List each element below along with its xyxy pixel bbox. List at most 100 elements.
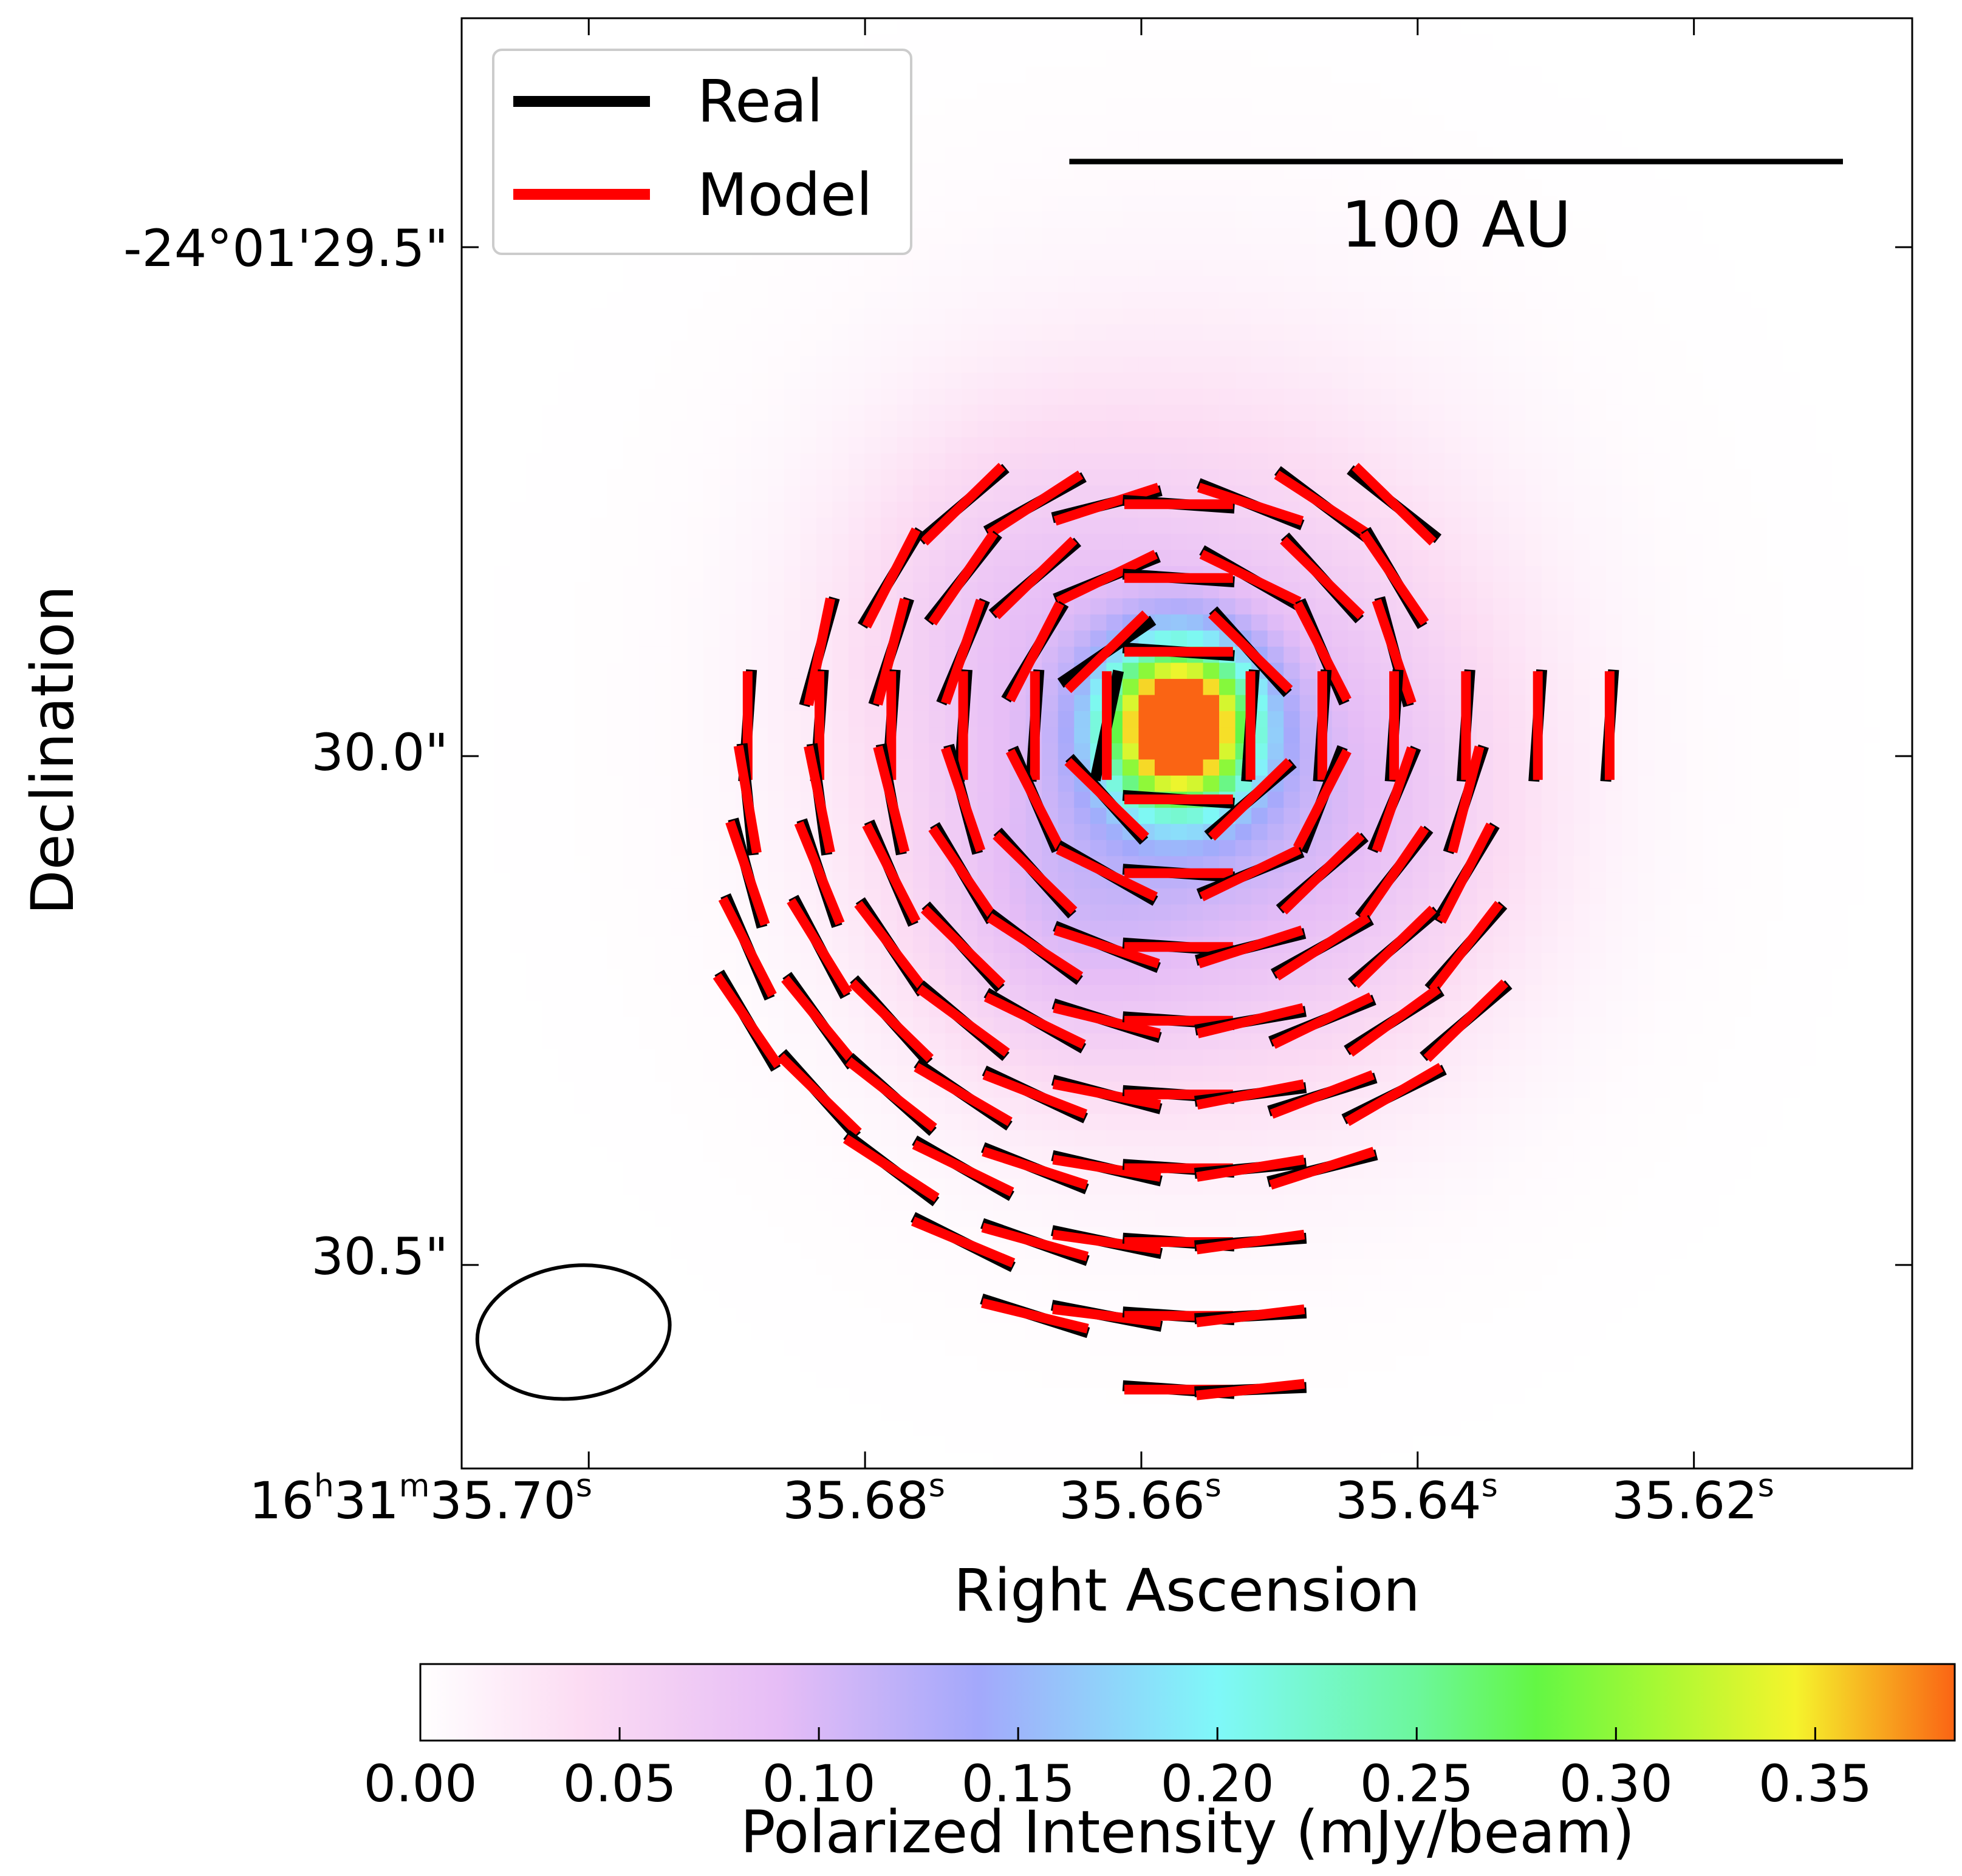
heatmap-cell <box>1251 630 1268 647</box>
heatmap-cell <box>736 534 753 551</box>
heatmap-cell <box>1058 711 1075 728</box>
heatmap-cell <box>1154 534 1172 551</box>
heatmap-cell <box>1203 83 1220 100</box>
heatmap-cell <box>751 1001 768 1018</box>
heatmap-cell <box>751 1388 768 1405</box>
heatmap-cell <box>655 759 672 776</box>
heatmap-cell <box>1299 1356 1316 1373</box>
heatmap-cell <box>574 808 591 825</box>
heatmap-cell <box>590 1049 607 1066</box>
heatmap-cell <box>1074 1404 1091 1421</box>
heatmap-cell <box>736 1420 753 1437</box>
heatmap-cell <box>800 1178 817 1195</box>
heatmap-cell <box>1331 1130 1348 1147</box>
heatmap-cell <box>832 356 849 373</box>
heatmap-cell <box>590 372 607 389</box>
heatmap-cell <box>671 598 688 615</box>
heatmap-cell <box>606 727 623 744</box>
heatmap-cell <box>494 517 511 534</box>
heatmap-cell <box>687 759 704 776</box>
heatmap-cell <box>1316 163 1333 180</box>
heatmap-cell <box>1025 1049 1042 1066</box>
heatmap-cell <box>1284 437 1301 454</box>
heatmap-cell <box>462 1291 479 1308</box>
heatmap-cell <box>945 1371 962 1388</box>
heatmap-cell <box>590 1114 607 1131</box>
heatmap-cell <box>768 292 785 309</box>
heatmap-cell <box>929 469 946 486</box>
heatmap-cell <box>945 1420 962 1437</box>
heatmap-cell <box>1348 18 1365 35</box>
heatmap-cell <box>1267 1404 1284 1421</box>
heatmap-cell <box>751 1356 768 1373</box>
heatmap-cell <box>494 372 511 389</box>
heatmap-cell <box>574 646 591 663</box>
heatmap-cell <box>590 711 607 728</box>
heatmap-cell <box>1267 195 1284 212</box>
heatmap-cell <box>1106 1033 1123 1050</box>
heatmap-cell <box>638 872 655 889</box>
heatmap-cell <box>574 888 591 905</box>
heatmap-cell <box>477 1194 494 1212</box>
heatmap-cell <box>703 437 720 454</box>
heatmap-cell <box>558 1146 575 1163</box>
heatmap-cell <box>1154 404 1172 421</box>
heatmap-cell <box>1284 566 1301 583</box>
heatmap-cell <box>623 1001 640 1018</box>
heatmap-cell <box>606 952 623 970</box>
heatmap-cell <box>462 630 479 647</box>
heatmap-cell <box>832 678 849 695</box>
heatmap-cell <box>671 678 688 695</box>
heatmap-cell <box>1058 646 1075 663</box>
heatmap-cell <box>494 453 511 470</box>
heatmap-cell <box>1235 1275 1252 1292</box>
heatmap-cell <box>1106 1420 1123 1437</box>
heatmap-cell <box>993 421 1010 438</box>
heatmap-cell <box>768 614 785 631</box>
heatmap-cell <box>1058 985 1075 1002</box>
heatmap-cell <box>1267 1420 1284 1437</box>
heatmap-cell <box>816 1162 833 1179</box>
heatmap-cell <box>1171 1065 1188 1082</box>
heatmap-cell <box>1187 404 1204 421</box>
heatmap-cell <box>945 292 962 309</box>
heatmap-cell <box>703 566 720 583</box>
heatmap-cell <box>655 1162 672 1179</box>
heatmap-cell <box>671 1097 688 1114</box>
heatmap-cell <box>526 389 543 406</box>
heatmap-cell <box>623 824 640 841</box>
heatmap-cell <box>477 630 494 647</box>
heatmap-cell <box>1154 1146 1172 1163</box>
heatmap-cell <box>1203 1049 1220 1066</box>
heatmap-cell <box>1106 1049 1123 1066</box>
heatmap-cell <box>719 18 736 35</box>
heatmap-cell <box>1090 1259 1107 1276</box>
heatmap-cell <box>1235 614 1252 631</box>
heatmap-cell <box>1267 985 1284 1002</box>
heatmap-cell <box>1122 469 1139 486</box>
heatmap-cell <box>462 340 479 357</box>
heatmap-cell <box>897 1146 914 1163</box>
heatmap-cell <box>1138 1114 1155 1131</box>
heatmap-cell <box>687 1388 704 1405</box>
heatmap-cell <box>1122 50 1139 67</box>
heatmap-cell <box>1106 404 1123 421</box>
heatmap-cell <box>462 969 479 986</box>
heatmap-cell <box>638 920 655 937</box>
heatmap-cell <box>1251 453 1268 470</box>
heatmap-cell <box>606 404 623 421</box>
heatmap-cell <box>477 324 494 341</box>
heatmap-cell <box>768 952 785 970</box>
heatmap-cell <box>768 1146 785 1163</box>
heatmap-cell <box>477 1146 494 1163</box>
heatmap-cell <box>671 1227 688 1244</box>
heatmap-cell <box>655 469 672 486</box>
heatmap-cell <box>494 534 511 551</box>
heatmap-cell <box>993 1339 1010 1356</box>
heatmap-cell <box>912 260 930 277</box>
heatmap-cell <box>1251 1356 1268 1373</box>
heatmap-cell <box>1058 872 1075 889</box>
heatmap-cell <box>993 550 1010 567</box>
heatmap-cell <box>929 936 946 953</box>
heatmap-cell <box>510 630 527 647</box>
